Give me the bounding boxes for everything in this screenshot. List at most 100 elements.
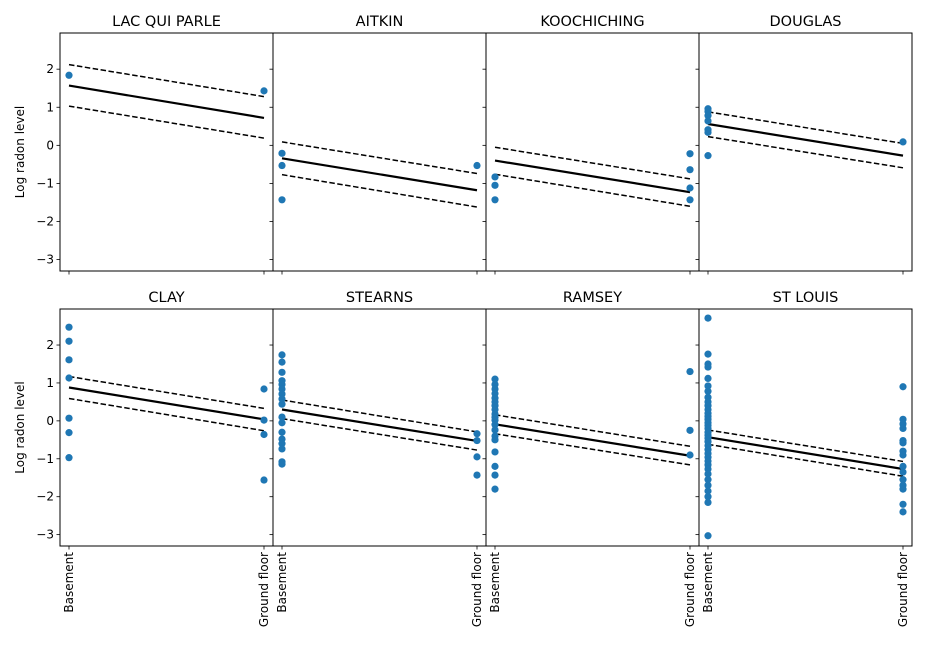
y-tick-label: −2: [36, 490, 54, 504]
y-axis-label: Log radon level: [13, 106, 27, 198]
x-tick-label: Ground floor: [896, 552, 910, 627]
data-point-basement: [704, 350, 712, 358]
ci-upper-line: [707, 429, 904, 463]
data-point-basement: [704, 152, 712, 160]
y-tick-label: −3: [36, 528, 54, 542]
data-point-basement: [704, 387, 712, 395]
data-point-basement: [491, 426, 499, 434]
data-point-basement: [491, 421, 499, 429]
data-point-ground-floor: [899, 439, 907, 447]
data-point-ground-floor: [899, 462, 907, 470]
ci-lower-line: [281, 417, 478, 451]
ci-lower-line: [68, 105, 265, 139]
panel-title: AITKIN: [356, 14, 404, 30]
ci-lower-line: [68, 397, 265, 432]
data-point-ground-floor: [473, 453, 481, 461]
ci-upper-line: [494, 146, 691, 180]
panel-title: KOOCHICHING: [540, 14, 644, 30]
ci-upper-line: [494, 414, 691, 448]
data-point-ground-floor: [686, 184, 694, 192]
data-point-basement: [704, 363, 712, 371]
panel-frame: [485, 32, 700, 272]
data-point-ground-floor: [899, 451, 907, 459]
data-point-basement: [65, 323, 73, 331]
ci-upper-line: [68, 375, 265, 410]
ci-lower-line: [707, 443, 904, 477]
y-axis-label: Log radon level: [13, 381, 27, 473]
data-point-basement: [704, 374, 712, 382]
data-point-ground-floor: [473, 430, 481, 438]
fit-line: [281, 408, 478, 443]
data-point-basement: [278, 460, 286, 468]
data-point-basement: [704, 382, 712, 390]
y-tick-label: −3: [36, 253, 54, 267]
data-point-basement: [278, 428, 286, 436]
y-tick-label: 0: [46, 414, 54, 428]
x-tick-label: Ground floor: [257, 552, 271, 627]
data-point-basement: [491, 173, 499, 181]
panel-frame: [272, 308, 487, 547]
panel-frame: [272, 32, 487, 272]
data-point-basement: [278, 390, 286, 398]
data-point-ground-floor: [473, 161, 481, 170]
data-point-basement: [278, 445, 286, 453]
fit-line: [68, 84, 265, 120]
y-tick-label: −1: [36, 452, 54, 466]
data-point-basement: [278, 358, 286, 366]
data-point-basement: [65, 356, 73, 364]
y-tick-label: −2: [36, 214, 54, 228]
data-point-ground-floor: [686, 367, 694, 376]
fit-line: [68, 386, 265, 421]
panel-frame: [59, 32, 274, 272]
ci-lower-line: [494, 173, 691, 208]
data-point-basement: [65, 374, 73, 382]
ci-upper-line: [68, 63, 265, 98]
x-tick-label: Ground floor: [683, 552, 697, 627]
data-point-basement: [278, 395, 286, 403]
fit-line: [494, 159, 691, 194]
data-point-basement: [704, 532, 712, 540]
data-point-ground-floor: [260, 385, 268, 393]
data-point-basement: [65, 454, 73, 462]
data-point-basement: [491, 485, 499, 493]
data-point-basement: [278, 149, 286, 157]
data-point-basement: [491, 448, 499, 456]
data-point-basement: [278, 351, 286, 359]
data-point-basement: [704, 493, 712, 501]
y-tick-label: −1: [36, 176, 54, 190]
x-tick-label: Ground floor: [470, 552, 484, 627]
data-point-basement: [278, 196, 286, 204]
ci-upper-line: [281, 399, 478, 433]
panel-title: RAMSEY: [563, 290, 622, 306]
data-point-basement: [491, 181, 499, 189]
data-point-ground-floor: [899, 485, 907, 493]
x-tick-label: Basement: [701, 552, 715, 613]
data-point-ground-floor: [686, 451, 694, 459]
fit-line: [707, 122, 904, 157]
x-tick-label: Basement: [275, 552, 289, 613]
data-point-basement: [278, 413, 286, 421]
data-point-basement: [704, 128, 712, 136]
panel-title: DOUGLAS: [770, 14, 842, 30]
panel-title: LAC QUI PARLE: [112, 14, 221, 30]
data-point-ground-floor: [686, 150, 694, 158]
data-point-ground-floor: [899, 383, 907, 391]
data-point-basement: [491, 375, 499, 383]
y-tick-label: 0: [46, 138, 54, 152]
data-point-ground-floor: [899, 138, 907, 146]
data-point-ground-floor: [686, 166, 694, 174]
panel-frame: [698, 32, 913, 272]
fit-line: [281, 157, 478, 192]
data-point-basement: [704, 487, 712, 495]
data-point-basement: [278, 400, 286, 408]
y-tick-label: 2: [46, 338, 54, 352]
data-point-ground-floor: [686, 196, 694, 204]
data-point-basement: [491, 462, 499, 470]
panel-title: CLAY: [148, 290, 184, 306]
data-point-ground-floor: [899, 424, 907, 433]
y-tick-label: 1: [46, 376, 54, 390]
ci-lower-line: [494, 433, 691, 466]
ci-upper-line: [281, 141, 478, 175]
data-point-ground-floor: [899, 468, 907, 476]
